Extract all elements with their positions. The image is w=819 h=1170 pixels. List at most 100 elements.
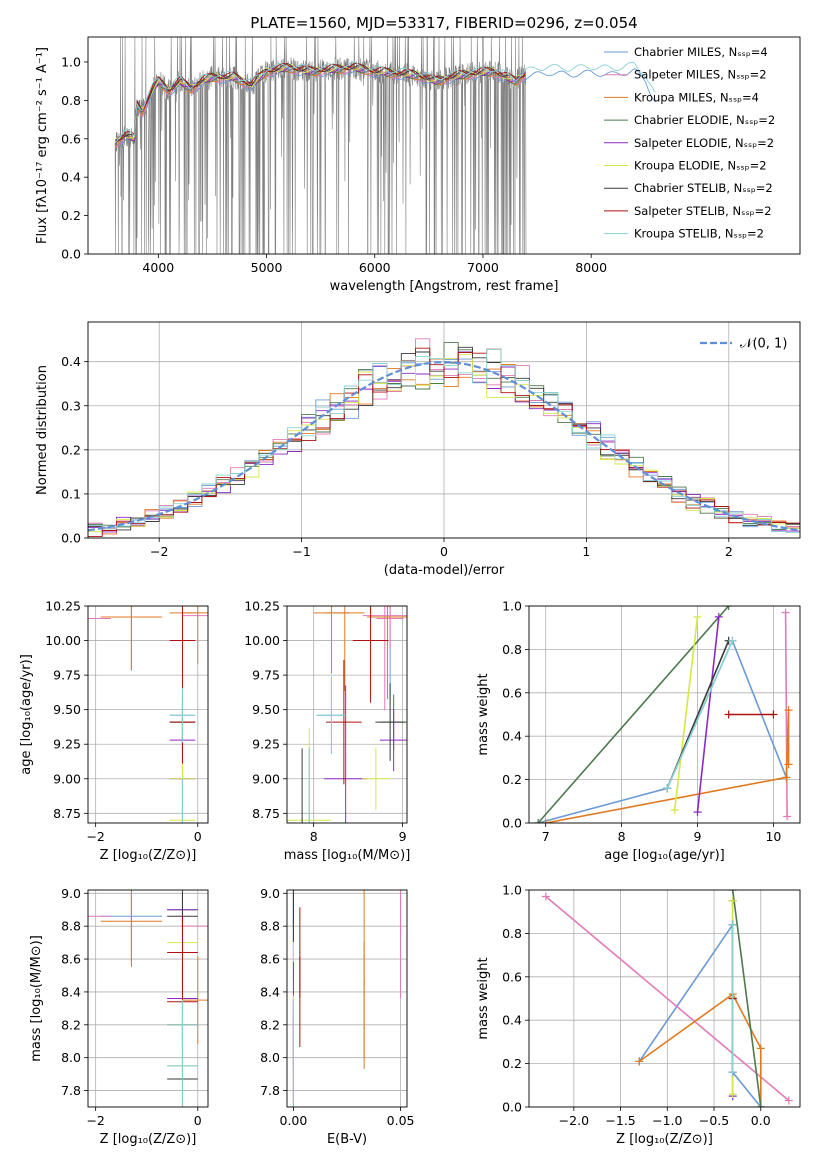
x-tick-label: 1 <box>582 544 590 559</box>
weight-marker <box>534 819 543 823</box>
x-tick-label: 0 <box>440 544 448 559</box>
weight-marker <box>728 636 737 645</box>
y-axis-label: Normed distribution <box>35 365 50 495</box>
y-tick-label: 0.4 <box>502 1013 522 1028</box>
weight-line <box>545 895 790 1102</box>
weight-line <box>696 616 720 813</box>
y-tick-label: 0.0 <box>502 1100 522 1115</box>
y-tick-label: 9.25 <box>53 737 81 752</box>
plot-area-weight_vs_Z <box>541 890 793 1107</box>
axes-frame <box>87 889 209 1108</box>
legend-entry: 𝒩(0, 1) <box>740 337 787 352</box>
weight-marker <box>714 612 723 621</box>
weight-line <box>673 616 699 811</box>
plot-area-mass_vs_Z <box>88 890 208 1107</box>
y-tick-label: 9.50 <box>53 702 81 717</box>
x-tick-label: 5000 <box>251 260 283 275</box>
y-axis-label: mass weight <box>476 957 491 1039</box>
weight-marker <box>769 710 778 719</box>
y-tick-label: 0.0 <box>502 816 522 831</box>
y-tick-label: 10.25 <box>244 599 280 614</box>
y-tick-label: 0.4 <box>61 170 81 185</box>
legend-entry: Chabrier STELIB, Nₛₛₚ=2 <box>634 181 773 195</box>
x-tick-label: −1.5 <box>605 1113 635 1128</box>
legend-entry: Salpeter ELODIE, Nₛₛₚ=2 <box>634 136 774 150</box>
x-tick-label: −2 <box>86 829 104 844</box>
y-tick-label: 0.2 <box>502 1056 522 1071</box>
y-tick-label: 8.6 <box>61 952 81 967</box>
y-tick-label: 8.0 <box>260 1050 280 1065</box>
y-tick-label: 8.75 <box>53 806 81 821</box>
y-tick-label: 0.2 <box>61 442 81 457</box>
x-tick-label: −1.0 <box>652 1113 682 1128</box>
weight-marker <box>728 920 737 929</box>
x-tick-label: 0.05 <box>387 1113 415 1128</box>
x-tick-label: 7 <box>542 829 550 844</box>
panel-weight_vs_age: 7 8 9 10 0.0 0.2 0.4 0.6 0.8 1.0 age [log₁₀(age/yr… <box>476 599 801 863</box>
axes-frame <box>87 605 209 824</box>
y-tick-label: 0.0 <box>61 531 81 546</box>
residual-histogram <box>88 347 800 538</box>
plot-area-weight_vs_age <box>534 606 793 823</box>
axes-frame <box>286 605 408 824</box>
x-tick-label: 8000 <box>575 260 607 275</box>
axes-frame <box>286 889 408 1108</box>
legend-entry: Salpeter MILES, Nₛₛₚ=2 <box>634 68 767 82</box>
weight-line <box>638 922 762 1107</box>
axes-frame <box>87 321 801 539</box>
x-tick-label: 10 <box>765 829 781 844</box>
weight-marker <box>693 808 702 817</box>
x-axis-label: wavelength [Angstrom, rest frame] <box>330 279 559 294</box>
y-tick-label: 1.0 <box>502 599 522 614</box>
y-tick-label: 0.2 <box>502 772 522 787</box>
weight-marker <box>756 1103 765 1107</box>
x-axis-label: Z [log₁₀(Z/Z⊙)] <box>616 1132 713 1147</box>
normal-curve <box>88 360 800 532</box>
weight-marker <box>728 1089 737 1098</box>
x-tick-label: 8 <box>618 829 626 844</box>
model-spectrum <box>114 61 656 143</box>
weight-marker <box>781 608 790 617</box>
axes-frame <box>87 36 801 255</box>
weight-marker <box>728 896 737 905</box>
y-tick-label: 9.00 <box>252 771 280 786</box>
y-axis-label: age [log₁₀(age/yr)] <box>19 654 34 775</box>
y-tick-label: 1.0 <box>502 883 522 898</box>
x-tick-label: 0.00 <box>280 1113 308 1128</box>
weight-marker <box>728 890 737 894</box>
y-tick-label: 0.8 <box>502 926 522 941</box>
weight-marker <box>663 784 672 793</box>
weight-line <box>666 640 734 789</box>
x-tick-label: −1 <box>292 544 310 559</box>
legend-entry: Kroupa MILES, Nₛₛₚ=4 <box>634 90 759 104</box>
y-tick-label: 9.0 <box>260 886 280 901</box>
plot-area-mass_vs_ebv <box>292 890 402 1107</box>
y-tick-label: 9.25 <box>252 737 280 752</box>
x-tick-label: −0.5 <box>699 1113 729 1128</box>
y-axis-label: Flux [fλ10⁻¹⁷ erg cm⁻² s⁻¹ A⁻¹] <box>35 47 50 244</box>
y-tick-label: 0.2 <box>61 208 81 223</box>
y-tick-label: 10.25 <box>45 599 81 614</box>
y-tick-label: 0.6 <box>502 685 522 700</box>
y-tick-label: 1.0 <box>61 54 81 69</box>
y-tick-label: 8.2 <box>260 1017 280 1032</box>
x-tick-label: 8 <box>310 829 318 844</box>
weight-marker <box>541 819 550 823</box>
y-tick-label: 0.8 <box>61 93 81 108</box>
y-tick-label: 9.75 <box>53 668 81 683</box>
legend-entry: Kroupa STELIB, Nₛₛₚ=2 <box>634 227 764 241</box>
legend-entry: Salpeter STELIB, Nₛₛₚ=2 <box>634 204 772 218</box>
y-tick-label: 8.4 <box>61 984 81 999</box>
x-axis-label: Z [log₁₀(Z/Z⊙)] <box>100 1132 197 1147</box>
panel-age_vs_mass: 8 9 8.75 9.00 9.25 9.50 9.75 10.00 10.25 mass [lo… <box>244 599 411 864</box>
y-tick-label: 8.6 <box>260 952 280 967</box>
axes-frame <box>528 605 801 824</box>
weight-line <box>537 606 730 823</box>
y-tick-label: 7.8 <box>61 1083 81 1098</box>
legend-entry: Chabrier ELODIE, Nₛₛₚ=2 <box>634 113 775 127</box>
weight-marker <box>784 1096 793 1105</box>
figure-title: PLATE=1560, MJD=53317, FIBERID=0296, z=0… <box>250 14 637 32</box>
y-tick-label: 0.1 <box>61 486 81 501</box>
x-tick-label: 0 <box>194 829 202 844</box>
x-axis-label: mass [log₁₀(M/M⊙)] <box>284 848 411 863</box>
